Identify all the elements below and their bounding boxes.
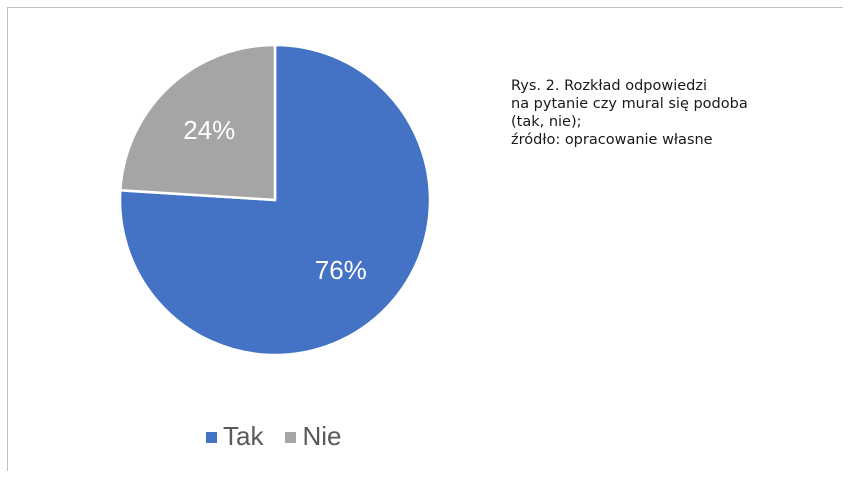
caption-line: (tak, nie);: [511, 114, 582, 130]
legend-swatch-tak: [206, 432, 217, 443]
caption-line: Rys. 2. Rozkład odpowiedzi: [511, 78, 708, 94]
legend-item-tak: Tak: [206, 421, 263, 452]
figure-caption: Rys. 2. Rozkład odpowiedzi na pytanie cz…: [511, 77, 748, 149]
pie-slice-nie: [119, 43, 277, 202]
data-label-tak: 76%: [315, 255, 367, 285]
caption-line: źródło: opracowanie własne: [511, 132, 713, 148]
legend-label-nie: Nie: [302, 421, 342, 451]
legend-swatch-nie: [285, 432, 297, 443]
legend-label-tak: Tak: [223, 421, 264, 451]
caption-line: na pytanie czy mural się podoba: [511, 96, 748, 112]
chart-legend: Tak Nie: [206, 421, 363, 452]
pie-slice-tak: [118, 43, 432, 357]
legend-item-nie: Nie: [285, 421, 341, 452]
chart-frame: [7, 7, 843, 471]
data-label-nie: 24%: [183, 115, 235, 145]
